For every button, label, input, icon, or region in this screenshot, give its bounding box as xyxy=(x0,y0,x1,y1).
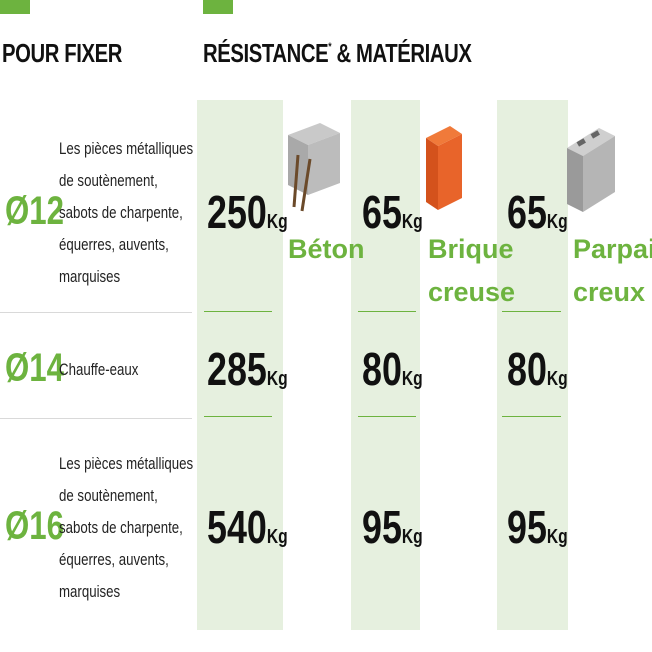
accent xyxy=(203,0,233,14)
material-image xyxy=(426,126,462,210)
material-image xyxy=(288,123,340,212)
diameter: Ø16 xyxy=(5,504,64,548)
value-number: 95 xyxy=(507,501,547,553)
value-number: 65 xyxy=(362,186,402,238)
resistance-value: 80Kg xyxy=(362,342,423,396)
value-unit: Kg xyxy=(546,211,568,233)
value-unit: Kg xyxy=(401,211,423,233)
use-line: Chauffe-eaux xyxy=(59,360,139,379)
value-number: 250 xyxy=(207,186,267,238)
use-text: Les pièces métalliques de soutènement, sab… xyxy=(59,448,193,608)
value-divider xyxy=(502,311,561,312)
material-image xyxy=(567,128,615,212)
header-title: RÉSISTANCE* & MATÉRIAUX xyxy=(203,38,472,69)
column-panel xyxy=(497,100,568,630)
row-divider xyxy=(0,418,192,419)
use-line: sabots de charpente, xyxy=(59,518,183,537)
value-divider xyxy=(358,311,416,312)
value-unit: Kg xyxy=(266,526,288,548)
value-number: 80 xyxy=(507,343,547,395)
value-number: 540 xyxy=(207,501,267,553)
value-unit: Kg xyxy=(266,211,288,233)
use-line: de soutènement, xyxy=(59,171,158,190)
resistance-value: 65Kg xyxy=(362,185,423,239)
header-title: POUR FIXER xyxy=(2,38,123,68)
material-label: Béton xyxy=(288,234,365,264)
header-title: & MATÉRIAUX xyxy=(336,38,472,68)
value-divider xyxy=(204,311,272,312)
use-line: équerres, auvents, xyxy=(59,550,169,569)
value-unit: Kg xyxy=(546,526,568,548)
column-panel xyxy=(197,100,283,630)
use-line: de soutènement, xyxy=(59,486,158,505)
diameter: Ø12 xyxy=(5,189,64,233)
resistance-value: 285Kg xyxy=(207,342,288,396)
header-title: RÉSISTANCE xyxy=(203,38,329,68)
use-line: sabots de charpente, xyxy=(59,203,183,222)
row-divider xyxy=(0,312,192,313)
resistance-value: 540Kg xyxy=(207,500,288,554)
resistance-value: 95Kg xyxy=(362,500,423,554)
resistance-value: 80Kg xyxy=(507,342,568,396)
resistance-value: 95Kg xyxy=(507,500,568,554)
use-line: marquises xyxy=(59,582,121,601)
diameter: Ø14 xyxy=(5,346,64,390)
value-divider xyxy=(358,416,416,417)
use-text: Les pièces métalliques de soutènement, sab… xyxy=(59,133,193,293)
value-unit: Kg xyxy=(546,368,568,390)
value-number: 95 xyxy=(362,501,402,553)
resistance-value: 65Kg xyxy=(507,185,568,239)
use-line: Les pièces métalliques xyxy=(59,454,194,473)
value-unit: Kg xyxy=(401,526,423,548)
use-line: marquises xyxy=(59,267,121,286)
value-number: 65 xyxy=(507,186,547,238)
use-line: équerres, auvents, xyxy=(59,235,169,254)
value-divider xyxy=(204,416,272,417)
value-unit: Kg xyxy=(266,368,288,390)
value-number: 285 xyxy=(207,343,267,395)
material-label: Brique creuse xyxy=(428,234,516,307)
value-unit: Kg xyxy=(401,368,423,390)
material-label: Parpaing creux xyxy=(573,234,652,307)
footnote-mark: * xyxy=(328,41,332,53)
column-panel xyxy=(351,100,420,630)
resistance-value: 250Kg xyxy=(207,185,288,239)
use-line: Les pièces métalliques xyxy=(59,139,194,158)
use-text: Chauffe-eaux xyxy=(59,354,138,386)
value-divider xyxy=(502,416,561,417)
value-number: 80 xyxy=(362,343,402,395)
accent xyxy=(0,0,30,14)
